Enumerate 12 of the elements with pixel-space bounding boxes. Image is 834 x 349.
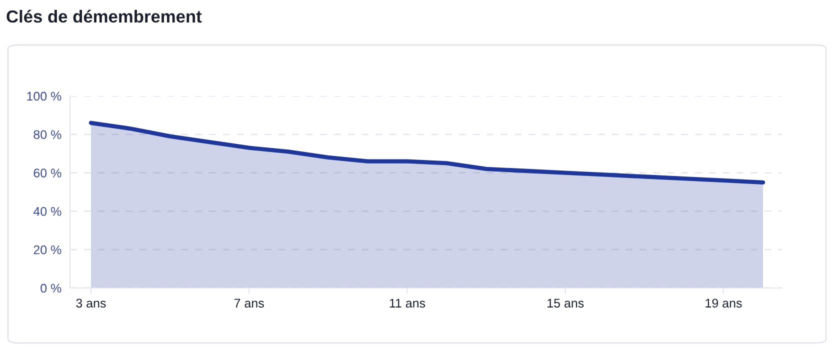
y-tick-label: 80 % — [34, 130, 62, 140]
x-tick-label: 11 ans — [390, 298, 426, 308]
y-tick-label: 100 % — [27, 92, 62, 101]
y-tick-label: 40 % — [33, 207, 62, 216]
y-tick-label: 20 % — [34, 245, 62, 254]
chart-title: Clés de démembrement — [6, 10, 202, 23]
x-tick-label: 19 ans — [706, 298, 742, 308]
x-tick-label: 3 ans — [76, 298, 106, 308]
y-tick-label: 60 % — [34, 168, 62, 178]
y-tick-label: 0 % — [40, 284, 62, 293]
x-tick-label: 7 ans — [234, 298, 264, 308]
x-tick-label: 15 ans — [548, 298, 584, 308]
